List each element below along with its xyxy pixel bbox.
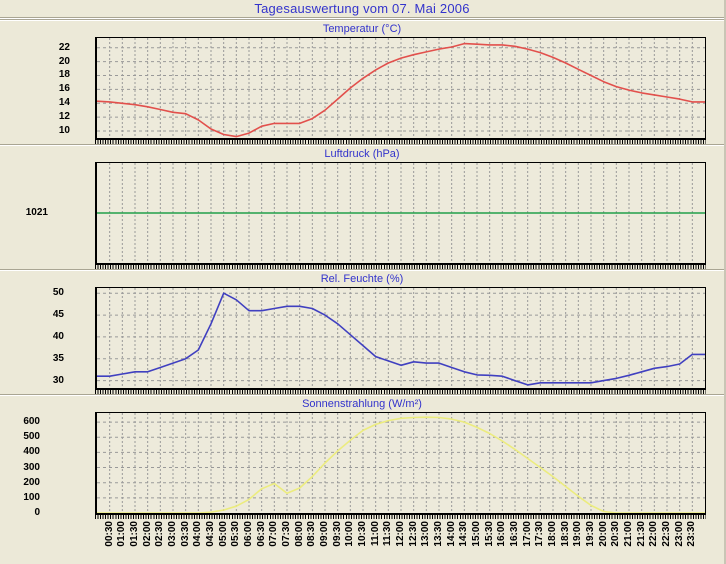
y-tick-label: 500	[23, 431, 40, 442]
x-tick-label: 20:30	[610, 521, 622, 547]
pressure-line-chart-svg	[97, 163, 705, 263]
humidity-chart-title: Rel. Feuchte (%)	[320, 273, 404, 285]
data-line	[97, 416, 705, 513]
x-tick-label: 11:00	[369, 521, 381, 547]
radiation-panel: Sonnenstrahlung (W/m²) 0 100 200 300 400 500 6…	[0, 394, 724, 519]
x-tick-label: 04:00	[192, 521, 204, 547]
x-tick-label: 15:00	[471, 521, 482, 547]
x-tick-label: 13:00	[420, 521, 432, 547]
x-tick-label: 09:30	[331, 521, 343, 547]
pressure-panel: Luftdruck (hPa) 1021	[0, 144, 724, 269]
y-tick-label: 45	[52, 309, 64, 320]
x-tick-label: 01:30	[129, 521, 140, 547]
x-tick-label: 14:30	[458, 521, 470, 547]
x-tick-label: 07:00	[268, 521, 280, 547]
x-tick-label: 05:00	[217, 521, 229, 547]
humidity-x-axis-minor-ticks	[95, 390, 706, 394]
x-tick-label: 03:00	[167, 521, 178, 547]
temperature-chart	[95, 37, 706, 140]
x-tick-label: 13:30	[433, 521, 444, 547]
radiation-chart-title: Sonnenstrahlung (W/m²)	[302, 398, 422, 410]
y-tick-label: 1021	[25, 207, 48, 218]
y-tick-label: 35	[52, 353, 64, 364]
y-tick-label: 40	[52, 331, 64, 342]
x-tick-label: 02:00	[141, 521, 153, 547]
pressure-x-axis-minor-ticks	[95, 265, 706, 269]
data-line	[97, 42, 705, 138]
panel-separator	[0, 19, 724, 21]
x-tick-label: 08:30	[306, 521, 318, 547]
x-tick-label: 03:30	[179, 521, 191, 547]
y-tick-label: 18	[58, 69, 70, 80]
y-tick-label: 14	[58, 97, 70, 108]
radiation-x-axis-minor-ticks	[95, 515, 706, 519]
humidity-panel: Rel. Feuchte (%) 30 35 40 45 50	[0, 269, 724, 394]
temperature-x-axis-minor-ticks	[95, 140, 706, 144]
x-tick-label: 23:30	[686, 521, 698, 547]
x-tick-label: 16:00	[496, 521, 508, 547]
x-tick-label: 19:00	[572, 521, 584, 547]
x-tick-label: 22:30	[661, 521, 672, 547]
x-tick-label: 21:00	[623, 521, 634, 547]
y-tick-label: 22	[58, 42, 70, 53]
humidity-line-chart-svg	[97, 288, 705, 388]
radiation-chart	[95, 412, 706, 515]
x-tick-label: 14:00	[445, 521, 457, 547]
y-tick-label: 20	[58, 56, 70, 67]
x-axis-labels: 00:30 01:00 01:30 02:00 02:30 03:00 03:30 04:00…	[0, 519, 724, 564]
page-title: Tagesauswertung vom 07. Mai 2006	[254, 1, 470, 16]
x-tick-label: 12:30	[407, 521, 419, 547]
pressure-chart-title: Luftdruck (hPa)	[324, 148, 400, 160]
x-tick-label: 20:00	[597, 521, 609, 547]
x-tick-label: 11:30	[382, 521, 394, 547]
y-tick-label: 10	[58, 125, 70, 136]
x-tick-label: 00:30	[103, 521, 115, 547]
y-tick-label: 0	[34, 507, 40, 518]
x-tick-label: 12:00	[395, 521, 406, 547]
x-tick-label: 22:00	[648, 521, 660, 547]
y-tick-label: 300	[23, 462, 40, 473]
y-tick-label: 12	[58, 111, 70, 122]
x-tick-label: 19:30	[585, 521, 596, 547]
y-tick-label: 50	[52, 287, 64, 298]
x-tick-label: 01:00	[116, 521, 128, 547]
x-tick-label: 06:30	[255, 521, 267, 547]
radiation-line-chart-svg	[97, 413, 705, 513]
x-tick-label: 15:30	[483, 521, 495, 547]
x-tick-label: 21:30	[635, 521, 647, 547]
y-tick-label: 30	[52, 375, 64, 386]
y-tick-label: 200	[23, 477, 40, 488]
x-tick-label: 09:00	[319, 521, 330, 547]
pressure-chart	[95, 162, 706, 265]
x-tick-label: 08:00	[293, 521, 305, 547]
panel-separator	[0, 144, 724, 146]
x-tick-label: 17:00	[521, 521, 533, 547]
y-tick-label: 400	[23, 446, 40, 457]
temperature-line-chart-svg	[97, 38, 705, 138]
x-tick-label: 06:00	[243, 521, 254, 547]
x-tick-label: 17:30	[534, 521, 546, 547]
panel-separator	[0, 269, 724, 271]
y-tick-label: 600	[23, 416, 40, 427]
x-tick-label: 16:30	[509, 521, 520, 547]
x-tick-label: 10:30	[357, 521, 368, 547]
y-tick-label: 100	[23, 492, 40, 503]
y-tick-label: 16	[58, 83, 70, 94]
x-tick-label: 23:00	[673, 521, 685, 547]
x-tick-label: 07:30	[281, 521, 292, 547]
x-tick-label: 05:30	[230, 521, 242, 547]
temperature-chart-title: Temperatur (°C)	[322, 23, 402, 35]
panel-separator	[0, 394, 724, 396]
humidity-chart	[95, 287, 706, 390]
x-tick-label: 02:30	[154, 521, 166, 547]
x-tick-label: 18:00	[547, 521, 558, 547]
x-tick-label: 10:00	[344, 521, 356, 547]
temperature-panel: Temperatur (°C) 10 12 14 16 18 20 22	[0, 19, 724, 144]
x-tick-label: 04:30	[205, 521, 216, 547]
x-tick-label: 18:30	[559, 521, 571, 547]
data-line	[97, 292, 705, 386]
title-separator	[0, 17, 724, 19]
